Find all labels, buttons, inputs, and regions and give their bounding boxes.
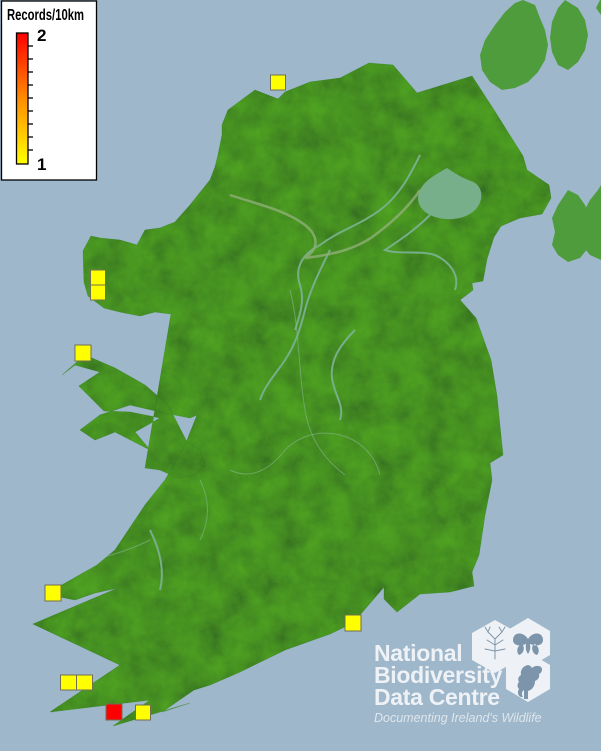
- svg-text:2: 2: [37, 26, 46, 45]
- svg-text:1: 1: [37, 155, 46, 174]
- svg-text:Records/10km: Records/10km: [7, 7, 84, 24]
